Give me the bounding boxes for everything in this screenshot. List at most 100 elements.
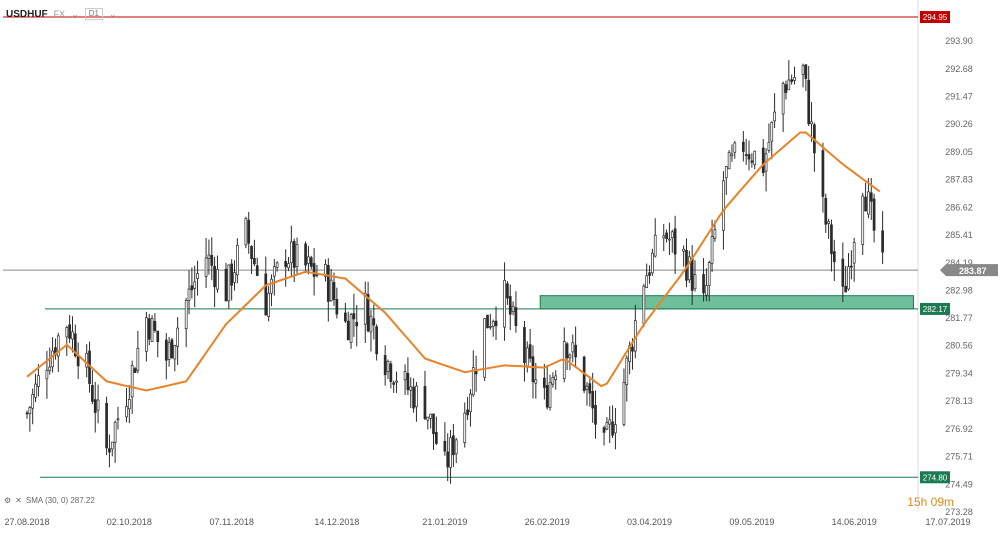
chevron-down-icon[interactable]: ⌄ (108, 8, 117, 19)
x-tick-label: 27.08.2018 (4, 517, 49, 527)
candle-body (585, 385, 589, 390)
candle-body (287, 263, 290, 269)
candle-body (65, 327, 69, 338)
x-tick-label: 03.04.2019 (627, 517, 672, 527)
candle-body (474, 370, 478, 375)
y-tick-label: 285.41 (945, 230, 973, 240)
y-tick-label: 280.56 (945, 341, 973, 351)
candle-body (105, 402, 108, 449)
candle-body (210, 255, 214, 266)
candle-body (525, 347, 529, 367)
candle-body (275, 262, 279, 268)
price-tag-label: 283.87 (959, 266, 987, 276)
candle-body (71, 331, 74, 340)
candle-body (625, 357, 629, 386)
candle-body (76, 356, 80, 367)
candle-body (48, 366, 52, 372)
candle-body (705, 285, 708, 296)
candle-body (548, 382, 552, 408)
indicator-settings-icon[interactable]: ⚙ (4, 496, 12, 505)
candle-body (631, 346, 634, 352)
y-tick-label: 290.26 (945, 119, 973, 129)
candle-body (349, 314, 353, 343)
candle-body (326, 265, 330, 302)
candle-body (687, 256, 691, 281)
candle-body (713, 229, 717, 239)
candle-body (56, 335, 60, 357)
candle-body (392, 382, 396, 385)
candle-body (295, 244, 299, 268)
candle-body (750, 160, 754, 163)
candle-body (486, 314, 489, 329)
candle-body (602, 427, 606, 433)
candle-body (793, 77, 796, 81)
candle-body (568, 354, 572, 359)
candle-body (693, 274, 697, 290)
candle-body (591, 391, 595, 409)
candle-body (432, 413, 435, 435)
candle-body (290, 241, 293, 264)
candle-body (224, 268, 228, 302)
y-tick-label: 278.13 (945, 396, 973, 406)
candle-body (244, 218, 248, 246)
candle-body (781, 83, 785, 115)
candle-body (153, 320, 157, 331)
candle-body (730, 153, 734, 157)
timeframe-select[interactable]: D1 (84, 8, 103, 20)
candle-body (648, 272, 651, 276)
candle-body (588, 383, 592, 394)
candle-body (363, 292, 367, 325)
candle-body (85, 352, 89, 368)
candle-body (395, 380, 398, 383)
candle-body (136, 347, 140, 371)
candle-body (145, 317, 148, 352)
level-tag-box (920, 11, 950, 24)
candle-body (150, 318, 154, 343)
level-tag-box (920, 471, 950, 484)
candle-body (449, 437, 452, 468)
candle-body (250, 246, 253, 259)
candle-body (662, 235, 666, 239)
candle-body (488, 326, 492, 328)
candle-body (113, 421, 117, 443)
candle-body (369, 315, 373, 333)
candle-body (355, 321, 359, 327)
candle-body (236, 244, 239, 276)
candle-body (767, 141, 771, 151)
candle-body (190, 285, 194, 291)
candle-body (665, 232, 668, 240)
candle-body (130, 365, 134, 398)
candle-body (744, 154, 748, 156)
level-tag-label: 282.17 (923, 305, 948, 314)
symbol-label[interactable]: USDHUF (6, 8, 48, 20)
candle-body (508, 296, 512, 315)
candle-body (216, 269, 219, 290)
candle-body (483, 318, 487, 378)
candle-body (471, 367, 475, 396)
candle-body (383, 355, 387, 376)
candle-body (125, 406, 128, 418)
candle-body (867, 191, 870, 215)
candle-body (869, 192, 873, 202)
candle-body (531, 356, 535, 383)
candle-body (466, 409, 469, 416)
candle-body (93, 399, 97, 413)
candle-body (801, 65, 805, 75)
candle-body (412, 386, 415, 409)
y-tick-label: 286.62 (945, 202, 973, 212)
candle-body (545, 385, 549, 408)
y-tick-label: 276.92 (945, 424, 973, 434)
candle-body (551, 376, 555, 385)
candle-body (790, 79, 794, 82)
candle-body (34, 383, 37, 398)
candle-body (850, 265, 853, 268)
candle-body (184, 300, 188, 329)
chevron-down-icon[interactable]: ⌄ (71, 8, 79, 19)
candle-body (622, 382, 626, 425)
indicator-close-icon[interactable]: ✕ (15, 496, 22, 505)
candle-body (491, 321, 495, 327)
candle-body (611, 421, 614, 436)
candle-body (852, 242, 856, 264)
candle-body (864, 196, 867, 212)
